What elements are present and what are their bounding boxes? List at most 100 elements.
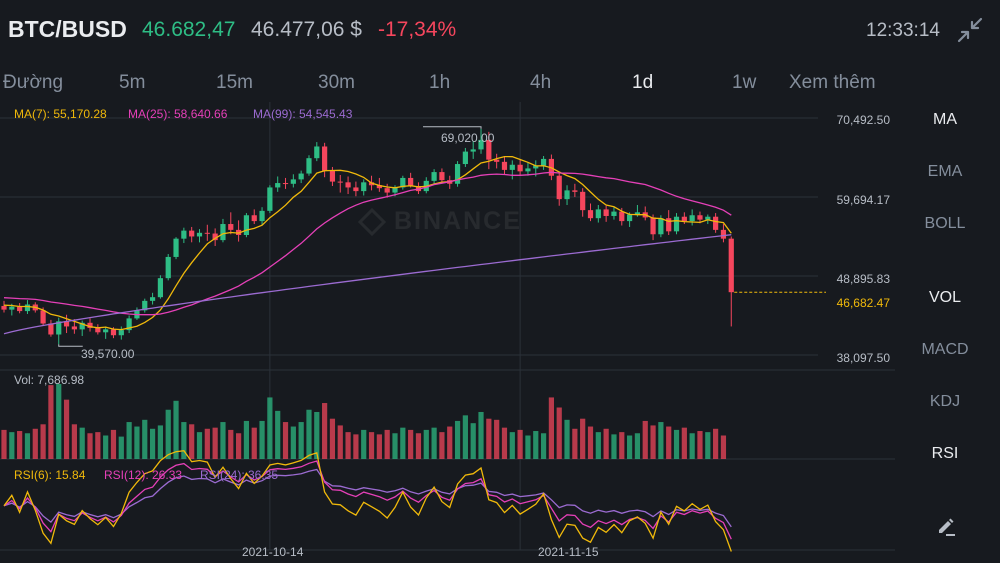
- volume-bar: [368, 432, 375, 459]
- candle-body: [196, 232, 203, 237]
- low-price-label: 39,570.00: [81, 347, 135, 361]
- volume-bar: [110, 429, 117, 459]
- volume-bar: [501, 427, 508, 459]
- tab-1w[interactable]: 1w: [732, 72, 757, 93]
- indicator-macd[interactable]: MACD: [921, 341, 969, 358]
- volume-bar: [705, 432, 711, 459]
- ma99-legend: MA(99): 54,545.43: [253, 107, 353, 121]
- volume-bar: [251, 427, 257, 459]
- volume-bar: [71, 424, 77, 459]
- tab-30m[interactable]: 30m: [318, 72, 355, 93]
- volume-bar: [157, 425, 163, 459]
- volume-bar: [9, 432, 15, 459]
- candle-body: [634, 212, 641, 215]
- volume-bar: [392, 433, 398, 459]
- candle-body: [110, 329, 117, 336]
- volume-bar: [587, 426, 594, 459]
- candle-body: [361, 182, 367, 192]
- volume-bar: [415, 433, 422, 459]
- indicator-kdj[interactable]: KDJ: [929, 393, 961, 410]
- candle-body: [40, 310, 46, 324]
- collapse-arrows-icon[interactable]: [956, 16, 984, 44]
- candle-body: [329, 170, 336, 182]
- candle-body: [666, 218, 672, 232]
- clock-time: 12:33:14: [866, 20, 940, 41]
- tab-15m[interactable]: 15m: [216, 72, 253, 93]
- header-bar: BTC/BUSD 46.682,47 46.477,06 $ -17,34% 1…: [0, 0, 1000, 62]
- indicator-vol[interactable]: VOL: [928, 289, 961, 306]
- last-price-tag: 46,682.47: [836, 296, 890, 310]
- volume-bar: [228, 429, 234, 459]
- high-price-label: 69,020.00: [441, 131, 495, 145]
- volume-bar: [63, 399, 70, 459]
- volume-bar: [470, 423, 476, 459]
- volume-bar: [619, 432, 625, 459]
- volume-bar: [439, 432, 445, 459]
- volume-bar: [517, 429, 523, 459]
- tab-more[interactable]: Xem thêm: [789, 72, 876, 93]
- volume-bar: [345, 432, 351, 459]
- pencil-icon[interactable]: [935, 515, 957, 537]
- volume-bar: [611, 434, 617, 459]
- price-axis-label: 38,097.50: [836, 351, 890, 365]
- trading-pair[interactable]: BTC/BUSD: [8, 16, 127, 42]
- candle-body: [533, 165, 539, 169]
- indicator-boll[interactable]: BOLL: [924, 215, 966, 232]
- interval-tabs: Đường 5m 15m 30m 1h 4h 1d 1w Xem thêm: [0, 62, 895, 102]
- volume-bar: [196, 432, 203, 459]
- tab-4h[interactable]: 4h: [530, 72, 552, 93]
- candle-body: [650, 217, 656, 235]
- candle-body: [181, 230, 187, 239]
- volume-bar: [462, 415, 468, 459]
- candle-body: [103, 329, 109, 333]
- candle-body: [713, 216, 719, 230]
- indicator-ma[interactable]: MA: [933, 111, 957, 128]
- chart-grid: [0, 102, 895, 551]
- candle-body: [501, 161, 508, 170]
- candle-body: [486, 139, 492, 160]
- tab-line[interactable]: Đường: [3, 72, 64, 93]
- candle-body: [298, 173, 304, 180]
- candle-body: [24, 304, 31, 312]
- ma7-line: [3, 155, 732, 331]
- volume-bar: [189, 424, 195, 459]
- rsi12-line: [3, 460, 732, 540]
- tab-1h[interactable]: 1h: [429, 72, 451, 93]
- tab-1d[interactable]: 1d: [632, 72, 654, 93]
- candle-body: [439, 172, 445, 181]
- volume-bar: [634, 433, 641, 459]
- volume-bar: [165, 409, 171, 459]
- price-change-percent: -17,34%: [378, 18, 457, 41]
- volume-bar: [376, 434, 382, 459]
- candle-body: [79, 322, 85, 330]
- candle-body: [322, 146, 328, 171]
- candle-body: [149, 297, 156, 301]
- candle-body: [212, 233, 218, 241]
- candlestick-chart[interactable]: [0, 102, 895, 563]
- indicator-ema[interactable]: EMA: [927, 163, 963, 180]
- ma25-legend: MA(25): 58,640.66: [128, 107, 228, 121]
- volume-bar: [627, 435, 633, 459]
- candle-body: [353, 187, 359, 192]
- candle-body: [728, 238, 734, 293]
- candle-body: [681, 216, 687, 222]
- tab-5m[interactable]: 5m: [119, 72, 146, 93]
- volume-bar: [720, 435, 727, 459]
- rsi-lines: [3, 450, 732, 552]
- volume-bar: [681, 427, 687, 459]
- volume-bar: [540, 433, 547, 459]
- ma99-line: [3, 234, 732, 335]
- ma7-legend: MA(7): 55,170.28: [14, 107, 107, 121]
- volume-bar: [713, 428, 719, 459]
- volume-bar: [431, 427, 437, 459]
- candle-body: [494, 159, 500, 162]
- time-axis-label: 2021-10-14: [242, 545, 304, 559]
- volume-bar: [486, 418, 492, 459]
- time-axis-label: 2021-11-15: [538, 545, 599, 559]
- volume-bar: [408, 429, 414, 459]
- usd-price: 46.477,06 $: [251, 18, 362, 41]
- volume-bar: [454, 420, 461, 459]
- volume-bar: [548, 397, 554, 459]
- candle-body: [368, 182, 375, 186]
- indicator-rsi[interactable]: RSI: [931, 445, 959, 462]
